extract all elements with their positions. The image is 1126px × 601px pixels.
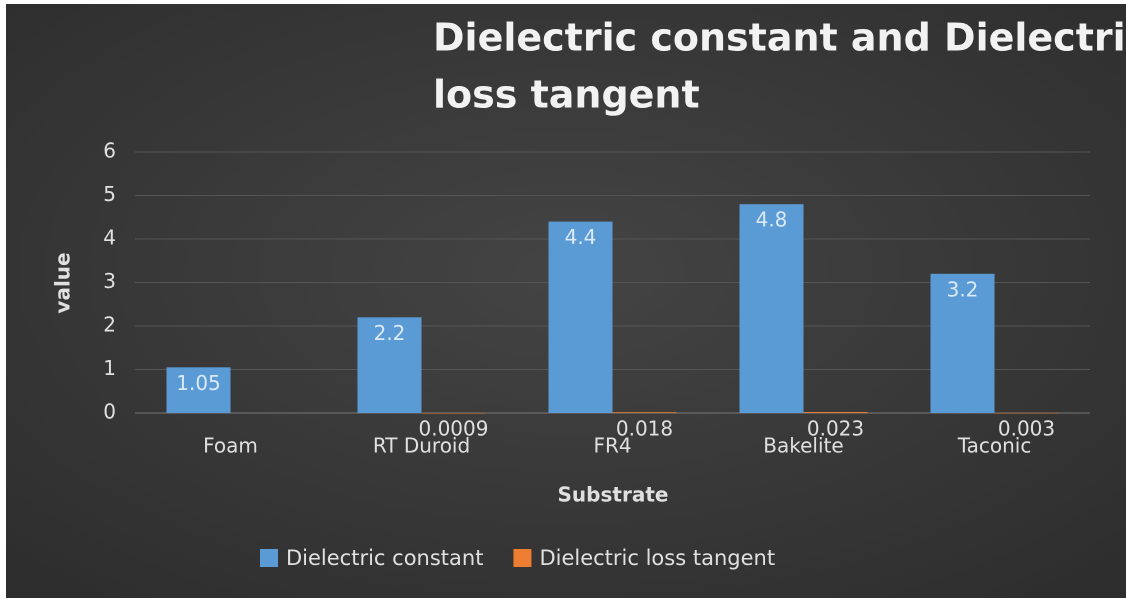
- y-tick-label: 6: [103, 139, 116, 163]
- bar: [803, 411, 868, 413]
- bar: [421, 412, 486, 414]
- bar: [548, 221, 613, 413]
- x-axis-label: Substrate: [558, 483, 669, 507]
- data-label: 0.023: [807, 417, 864, 441]
- data-label: 4.4: [565, 225, 597, 249]
- legend: Dielectric constant Dielectric loss tange…: [260, 546, 775, 570]
- y-tick-label: 3: [103, 269, 116, 293]
- bar: [994, 412, 1059, 414]
- bar: [166, 367, 231, 413]
- data-label: 3.2: [947, 277, 979, 301]
- bar: [739, 204, 804, 413]
- data-label: 2.2: [374, 321, 406, 345]
- x-tick-label: Foam: [203, 434, 258, 458]
- legend-swatch: [513, 549, 532, 567]
- legend-label: Dielectric constant: [286, 546, 483, 570]
- x-tick-label: Bakelite: [763, 434, 843, 458]
- y-axis-label: value: [51, 252, 75, 313]
- bar: [930, 273, 995, 413]
- x-tick-label: RT Duroid: [373, 434, 470, 458]
- y-tick-label: 1: [103, 356, 116, 380]
- x-tick-label: Taconic: [957, 434, 1032, 458]
- data-label: 0.003: [998, 417, 1055, 441]
- legend-label: Dielectric loss tangent: [539, 546, 775, 570]
- data-label: 1.05: [176, 371, 221, 395]
- bar: [357, 317, 422, 413]
- data-label: 0.0009: [419, 417, 489, 441]
- legend-swatch: [260, 549, 278, 567]
- y-tick-label: 2: [103, 313, 116, 337]
- x-tick-label: FR4: [593, 434, 631, 458]
- data-label: 4.8: [756, 208, 788, 232]
- y-tick-label: 5: [103, 182, 116, 206]
- y-tick-label: 0: [103, 400, 116, 424]
- bar: [612, 412, 677, 413]
- chart-title: loss tangent: [433, 73, 700, 117]
- data-label: 0.018: [616, 417, 673, 441]
- chart-title: Dielectric constant and Dielectric: [433, 16, 1126, 60]
- y-tick-label: 4: [103, 226, 116, 250]
